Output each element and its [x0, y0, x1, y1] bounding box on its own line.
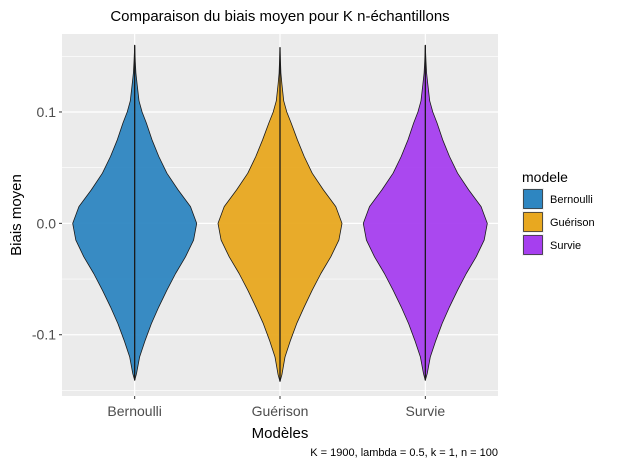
violins	[72, 44, 488, 382]
y-tick-label: 0.1	[37, 104, 57, 120]
x-axis-title: Modèles	[252, 425, 309, 442]
legend-swatch	[523, 235, 543, 255]
y-tick-label: 0.0	[37, 215, 57, 231]
chart-caption: K = 1900, lambda = 0.5, k = 1, n = 100	[310, 447, 498, 459]
legend: modele Bernoulli Guérison Survie	[522, 169, 595, 256]
legend-title: modele	[522, 169, 568, 185]
x-tick-label: Bernoulli	[107, 403, 161, 419]
legend-label: Guérison	[550, 217, 595, 229]
chart-title: Comparaison du biais moyen pour K n-écha…	[110, 8, 449, 25]
x-tick-label: Guérison	[252, 403, 309, 419]
x-tick-label: Survie	[405, 403, 445, 419]
legend-label: Survie	[550, 240, 581, 252]
legend-label: Bernoulli	[550, 194, 593, 206]
legend-swatch	[523, 212, 543, 232]
axes: -0.1 0.0 0.1 Bernoulli Guérison Survie	[32, 104, 446, 419]
legend-swatch	[523, 189, 543, 209]
y-tick-label: -0.1	[32, 327, 56, 343]
y-axis-title: Biais moyen	[8, 174, 25, 256]
